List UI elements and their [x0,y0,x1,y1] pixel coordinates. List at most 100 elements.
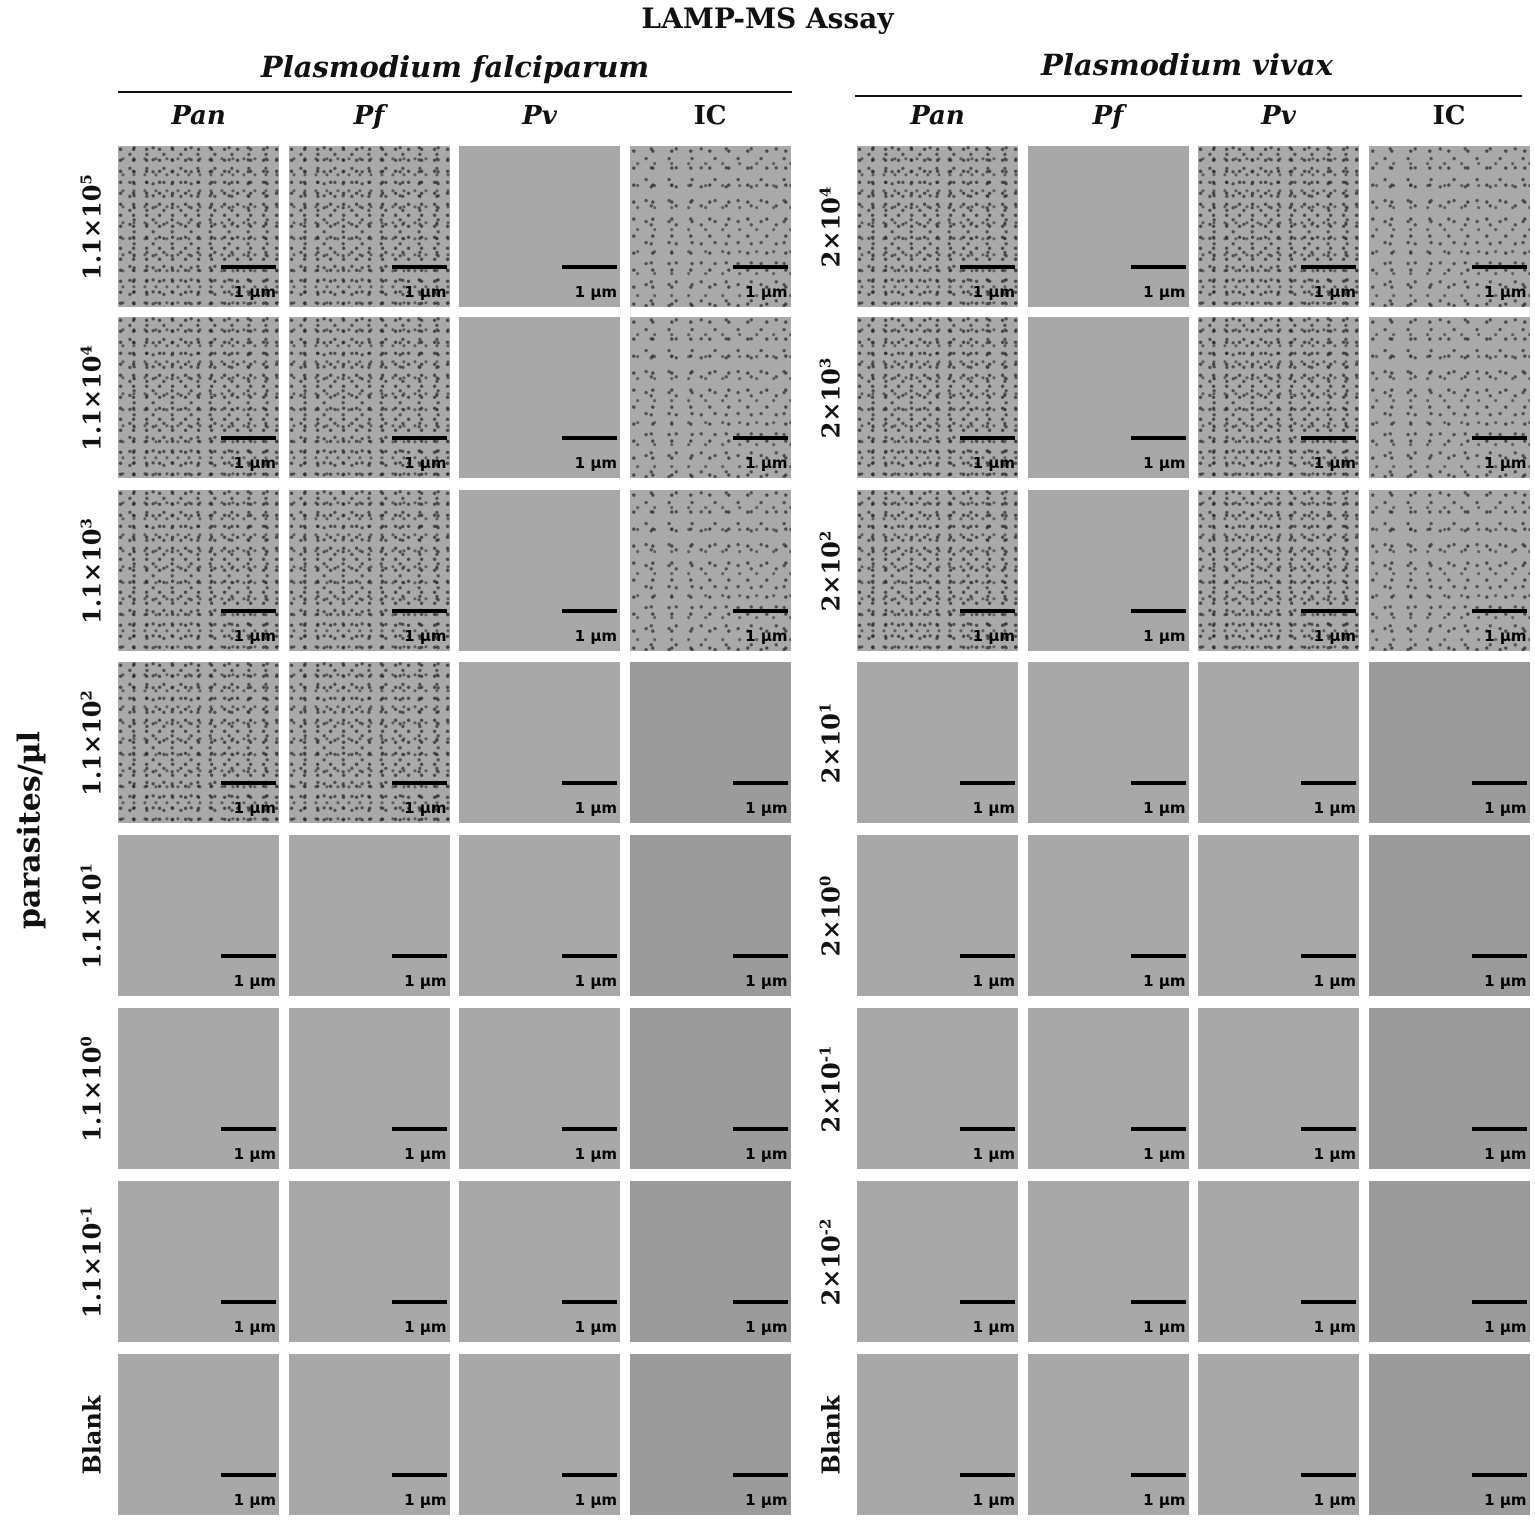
row-label: 1.1×102 [78,690,107,796]
row-label: 1.1×101 [78,863,107,969]
micrograph-cell: 1 µm [459,490,620,651]
scale-bar [1130,954,1186,958]
micrograph-cell: 1 µm [288,490,450,651]
row-label-exponent: -1 [816,1045,835,1062]
scale-bar-label: 1 µm [1143,1318,1186,1336]
micrograph-cell: 1 µm [288,662,450,823]
scale-bar [960,1127,1015,1131]
row-label-exponent: -1 [77,1205,96,1223]
scale-bar-label: 1 µm [233,283,276,301]
micrograph-cell: 1 µm [1198,317,1359,478]
micrograph-cell: 1 µm [629,317,791,478]
micrograph-cell: 1 µm [288,1008,450,1169]
row-label-exponent: 1 [77,862,96,874]
row-label-text: 2×10 [816,712,846,783]
scale-bar-label: 1 µm [1484,1491,1527,1509]
micrograph-cell: 1 µm [1198,1181,1359,1342]
micrograph-cell: 1 µm [1027,1181,1189,1342]
row-label-text: Blank [77,1394,107,1475]
row-label-exponent: 5 [77,173,96,185]
scale-bar-label: 1 µm [1484,627,1527,645]
scale-bar-label: 1 µm [233,1491,276,1509]
row-label-exponent: 2 [77,689,96,701]
micrograph-cell: 1 µm [629,146,791,307]
scale-bar-label: 1 µm [1484,283,1527,301]
scale-bar [562,1127,617,1131]
scale-bar-label: 1 µm [972,283,1015,301]
scale-bar-label: 1 µm [1143,627,1186,645]
scale-bar-label: 1 µm [1484,1318,1527,1336]
micrograph-cell: 1 µm [1198,662,1359,823]
micrograph-cell: 1 µm [288,835,450,996]
row-label: 1.1×105 [78,174,107,280]
scale-bar-label: 1 µm [745,799,788,817]
scale-bar-label: 1 µm [233,454,276,472]
scale-bar-label: 1 µm [1313,454,1356,472]
scale-bar [221,1473,276,1477]
micrograph-cell: 1 µm [1198,490,1359,651]
micrograph-cell: 1 µm [629,490,791,651]
scale-bar-label: 1 µm [745,1145,788,1163]
scale-bar-label: 1 µm [404,627,447,645]
scale-bar [960,1300,1015,1304]
scale-bar-label: 1 µm [972,454,1015,472]
scale-bar [1130,781,1186,785]
scale-bar-label: 1 µm [745,627,788,645]
scale-bar-label: 1 µm [972,1145,1015,1163]
scale-bar [562,609,617,613]
row-label-text: 2×10 [816,196,846,267]
scale-bar-label: 1 µm [574,799,617,817]
row-label: 2×100 [817,875,846,956]
micrograph-cell: 1 µm [1368,835,1530,996]
scale-bar-label: 1 µm [972,799,1015,817]
micrograph-cell: 1 µm [1368,662,1530,823]
scale-bar-label: 1 µm [1143,1145,1186,1163]
scale-bar-label: 1 µm [745,454,788,472]
row-label-text: 1.1×10 [77,700,107,796]
scale-bar [391,1300,447,1304]
micrograph-cell: 1 µm [1198,146,1359,307]
scale-bar-label: 1 µm [1313,1318,1356,1336]
micrograph-cell: 1 µm [288,317,450,478]
row-label: 2×103 [817,357,846,438]
micrograph-cell: 1 µm [629,1008,791,1169]
scale-bar [391,265,447,269]
scale-bar-label: 1 µm [574,1491,617,1509]
micrograph-cell: 1 µm [118,1354,279,1515]
scale-bar-label: 1 µm [1484,799,1527,817]
scale-bar [391,1127,447,1131]
column-header-pv: Pv [1261,101,1296,131]
scale-bar-label: 1 µm [233,627,276,645]
scale-bar [1301,265,1356,269]
row-label-exponent: 0 [816,875,835,886]
scale-bar-label: 1 µm [233,972,276,990]
scale-bar-label: 1 µm [404,1318,447,1336]
micrograph-cell: 1 µm [118,317,279,478]
row-label: Blank [817,1395,846,1474]
column-header-ic: IC [693,101,727,131]
scale-bar [1301,1127,1356,1131]
column-header-pv: Pv [522,101,557,131]
scale-bar-label: 1 µm [1313,1145,1356,1163]
micrograph-cell: 1 µm [459,1354,620,1515]
row-label-exponent: 3 [77,517,96,529]
micrograph-cell: 1 µm [288,1181,450,1342]
micrograph-cell: 1 µm [1368,1008,1530,1169]
scale-bar [562,1300,617,1304]
row-label-text: 1.1×10 [77,873,107,969]
micrograph-cell: 1 µm [459,1008,620,1169]
micrograph-cell: 1 µm [459,146,620,307]
scale-bar-label: 1 µm [972,1318,1015,1336]
species-underline [855,95,1522,97]
micrograph-cell: 1 µm [629,662,791,823]
scale-bar-label: 1 µm [233,1318,276,1336]
scale-bar [960,436,1015,440]
scale-bar [221,1300,276,1304]
scale-bar-label: 1 µm [404,283,447,301]
scale-bar [1130,1127,1186,1131]
scale-bar [732,781,788,785]
micrograph-cell: 1 µm [1198,1008,1359,1169]
micrograph-cell: 1 µm [1027,490,1189,651]
scale-bar [732,1127,788,1131]
micrograph-cell: 1 µm [857,1181,1018,1342]
